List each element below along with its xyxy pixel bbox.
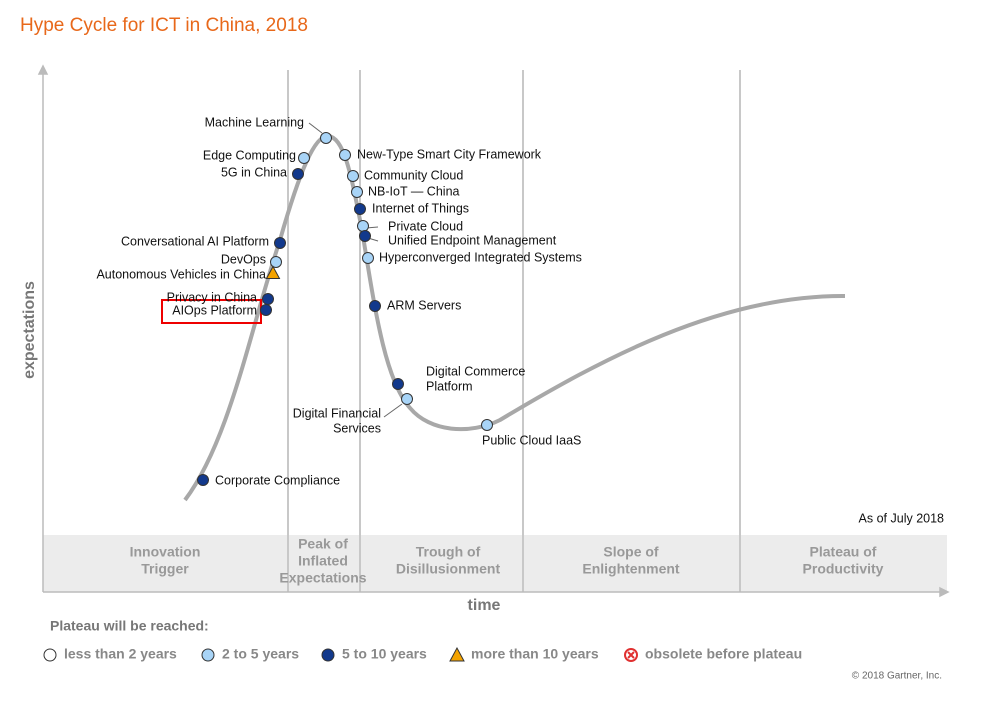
node-label: Community Cloud <box>364 168 463 182</box>
title: Hype Cycle for ICT in China, 2018 <box>20 15 308 36</box>
marker-circle <box>43 648 57 662</box>
node-label: Digital Financial <box>293 406 381 420</box>
marker-circle <box>292 168 304 180</box>
marker-circle <box>347 170 359 182</box>
legend-title: Plateau will be reached: <box>50 618 209 634</box>
phase-label: Slope of <box>603 544 659 560</box>
phase-label: Disillusionment <box>396 561 501 577</box>
marker-circle <box>339 149 351 161</box>
node-label: ARM Servers <box>387 298 461 312</box>
marker-circle <box>201 648 215 662</box>
node-label: NB-IoT — China <box>368 184 460 198</box>
legend-label: 5 to 10 years <box>342 646 427 662</box>
leader-lines <box>308 122 403 418</box>
x-axis-label: time <box>468 597 501 614</box>
marker-circle <box>320 132 332 144</box>
phase-dividers <box>287 70 741 592</box>
node-label: Autonomous Vehicles in China <box>96 267 266 281</box>
marker-circle <box>321 648 335 662</box>
node-label: New-Type Smart City Framework <box>357 147 542 161</box>
node-label: Privacy in China <box>167 290 257 304</box>
phase-band <box>43 535 947 592</box>
marker-circle <box>260 304 272 316</box>
marker-circle <box>298 152 310 164</box>
phase-label: Trough of <box>416 544 481 560</box>
marker-circle <box>481 419 493 431</box>
marker-triangle <box>449 646 465 662</box>
node-label: Public Cloud IaaS <box>482 433 581 447</box>
marker-circle <box>197 474 209 486</box>
phase-label: Peak of <box>298 536 348 552</box>
marker-circle <box>401 393 413 405</box>
legend-label: obsolete before plateau <box>645 646 802 662</box>
node-label: Corporate Compliance <box>215 473 340 487</box>
marker-circle <box>392 378 404 390</box>
y-axis-label: expectations <box>21 281 38 379</box>
node-label: DevOps <box>221 252 266 266</box>
copyright: © 2018 Gartner, Inc. <box>852 671 942 682</box>
marker-circle <box>354 203 366 215</box>
node-label: Services <box>333 421 381 435</box>
node-label: Conversational AI Platform <box>121 234 269 248</box>
node-label: 5G in China <box>221 165 287 179</box>
node-label: Digital Commerce <box>426 364 525 378</box>
node-label: Machine Learning <box>205 115 304 129</box>
node-label: Internet of Things <box>372 201 469 215</box>
phase-label: Trigger <box>141 561 189 577</box>
node-label: AIOps Platform <box>172 303 257 317</box>
marker-circle <box>351 186 363 198</box>
phase-label: Inflated <box>298 553 348 569</box>
marker-circle <box>362 252 374 264</box>
phase-label: Productivity <box>803 561 884 577</box>
phase-label: Innovation <box>130 544 201 560</box>
marker-circle <box>274 237 286 249</box>
phase-label: Enlightenment <box>582 561 680 577</box>
node-label: Edge Computing <box>203 148 296 162</box>
marker-circle <box>357 220 369 232</box>
node-label: Private Cloud <box>388 219 463 233</box>
as-of: As of July 2018 <box>859 511 945 525</box>
marker-obsolete-x <box>627 651 635 659</box>
marker-triangle <box>265 265 281 279</box>
node-label: Platform <box>426 379 473 393</box>
legend-label: more than 10 years <box>471 646 599 662</box>
legend-label: less than 2 years <box>64 646 177 662</box>
marker-circle <box>369 300 381 312</box>
phase-label: Plateau of <box>810 544 877 560</box>
legend-label: 2 to 5 years <box>222 646 299 662</box>
marker-circle <box>359 230 371 242</box>
node-label: Hyperconverged Integrated Systems <box>379 250 582 264</box>
axes <box>37 64 950 598</box>
marker-circle <box>262 293 274 305</box>
phase-label: Expectations <box>279 570 366 586</box>
marker-circle <box>270 256 282 268</box>
node-label: Unified Endpoint Management <box>388 233 557 247</box>
